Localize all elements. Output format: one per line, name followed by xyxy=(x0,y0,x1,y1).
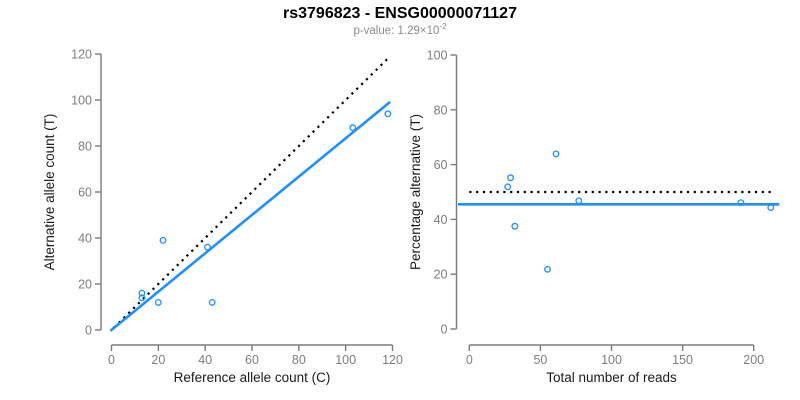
y-tick-label: 60 xyxy=(434,158,448,172)
data-point xyxy=(138,289,146,297)
y-tick-label: 0 xyxy=(441,323,448,337)
data-point xyxy=(767,204,775,212)
y-tick-label: 40 xyxy=(434,213,448,227)
fitted-ratio-line xyxy=(109,100,391,332)
x-tick-label: 150 xyxy=(672,353,693,367)
x-tick-label: 80 xyxy=(292,353,306,367)
data-point xyxy=(504,183,512,191)
x-tick-label: 0 xyxy=(108,353,115,367)
y-tick-label: 80 xyxy=(434,103,448,117)
data-point xyxy=(138,294,146,302)
figure-title: rs3796823 - ENSG00000071127 xyxy=(283,5,517,22)
data-point xyxy=(384,110,392,118)
x-tick-label: 0 xyxy=(466,353,473,367)
y-tick-label: 80 xyxy=(78,140,92,154)
x-tick-label: 200 xyxy=(743,353,764,367)
x-tick-label: 20 xyxy=(151,353,165,367)
data-point xyxy=(154,298,162,306)
x-axis-title: Reference allele count (C) xyxy=(174,370,331,385)
y-axis-title: Alternative allele count (T) xyxy=(42,114,57,271)
y-tick-label: 20 xyxy=(78,278,92,292)
x-tick-label: 60 xyxy=(245,353,259,367)
figure-header: rs3796823 - ENSG00000071127 p-value: 1.2… xyxy=(0,0,800,37)
data-point xyxy=(208,298,216,306)
data-point xyxy=(737,199,745,207)
plot-allele-counts: 0 20 40 60 80 100 120 0 20 40 60 80 100 120 Reference … xyxy=(42,48,403,386)
x-tick-label: 100 xyxy=(601,353,622,367)
y-tick-label: 20 xyxy=(434,268,448,282)
data-point xyxy=(511,222,519,230)
identity-dotted-line xyxy=(113,55,391,329)
pvalue-subtitle: p-value: 1.29×10-2 xyxy=(0,22,800,37)
plot-percentage-vs-reads: 0 20 40 60 80 100 0 50 100 150 200 Total number of … xyxy=(408,49,780,385)
data-point xyxy=(507,174,514,182)
data-point xyxy=(575,197,583,205)
data-point xyxy=(159,236,167,244)
y-tick-label: 0 xyxy=(85,324,92,338)
pvalue-exponent: -2 xyxy=(439,22,447,32)
data-point xyxy=(552,150,560,158)
x-tick-label: 100 xyxy=(335,353,356,367)
x-tick-label: 50 xyxy=(533,353,547,367)
data-point xyxy=(349,124,357,132)
y-tick-label: 60 xyxy=(78,186,92,200)
y-tick-label: 100 xyxy=(427,49,448,63)
x-tick-label: 120 xyxy=(382,353,403,367)
data-point xyxy=(544,265,551,273)
pvalue-text: p-value: 1.29×10 xyxy=(353,25,440,37)
x-axis-title: Total number of reads xyxy=(546,370,677,385)
y-axis-title: Percentage alternative (T) xyxy=(408,114,423,270)
y-tick-label: 100 xyxy=(71,94,92,108)
y-tick-label: 40 xyxy=(78,232,92,246)
data-point xyxy=(204,243,211,251)
y-tick-label: 120 xyxy=(71,48,92,62)
x-tick-label: 40 xyxy=(198,353,212,367)
